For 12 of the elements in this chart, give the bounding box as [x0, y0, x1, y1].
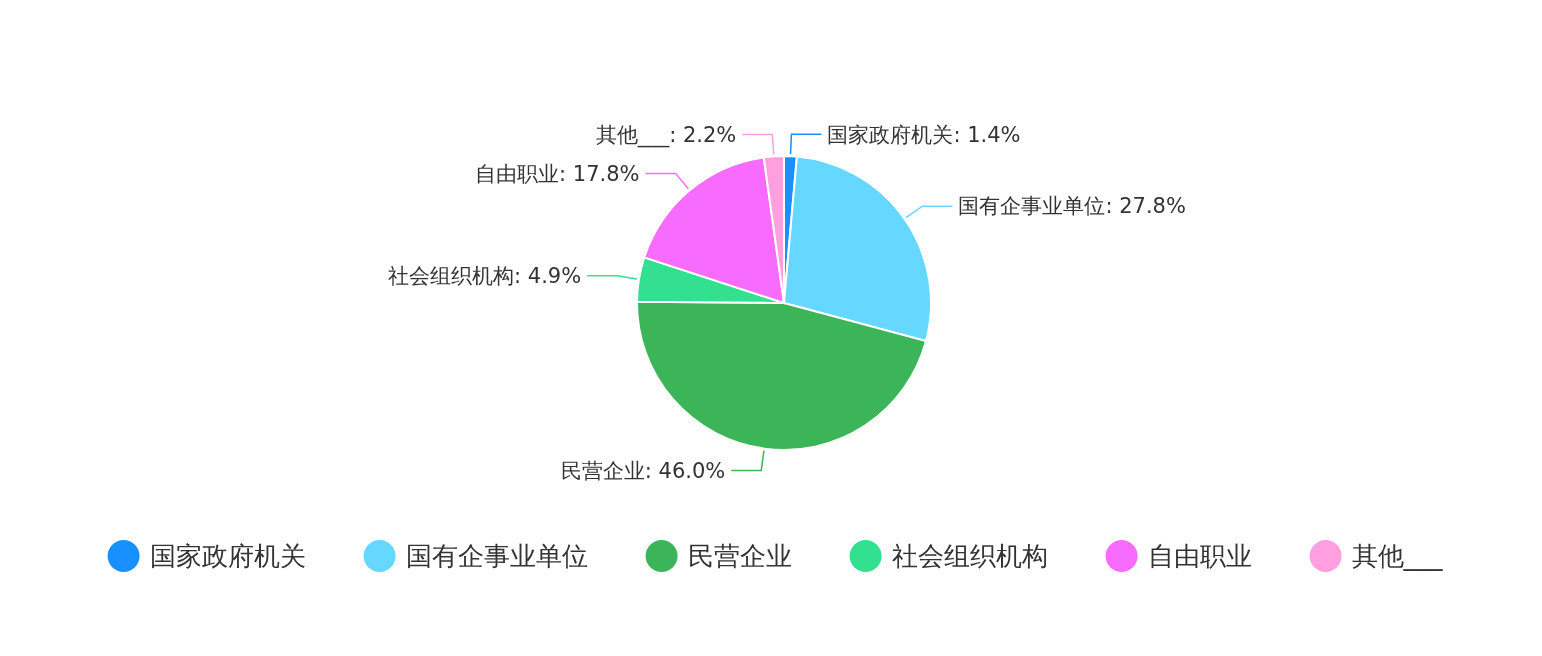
legend-label: 国有企事业单位 [405, 541, 588, 572]
legend-label: 国家政府机关 [149, 541, 306, 572]
legend-label: 民营企业 [687, 541, 792, 572]
data-label: 民营企业: 46.0% [560, 458, 726, 483]
data-label: 国家政府机关: 1.4% [827, 122, 1021, 147]
legend-label: 自由职业 [1147, 541, 1252, 572]
data-label: 社会组织机构: 4.9% [388, 264, 582, 289]
legend-label: 社会组织机构 [891, 541, 1048, 572]
data-label: 自由职业: 17.8% [475, 161, 640, 186]
data-label: 国有企事业单位: 27.8% [958, 194, 1186, 219]
legend-label: 其他___ [1351, 541, 1444, 572]
data-label: 其他___: 2.2% [595, 122, 737, 148]
